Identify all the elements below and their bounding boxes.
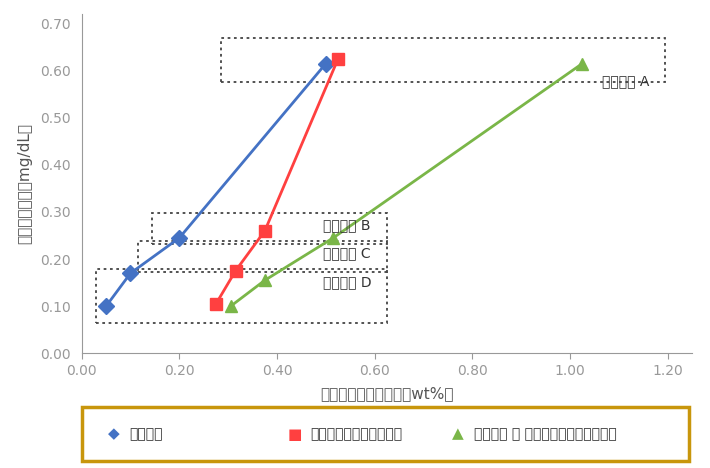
Text: レジスタントプロテイン: レジスタントプロテイン [310, 427, 403, 441]
Bar [97, 270, 387, 323]
Text: ▲: ▲ [452, 426, 464, 442]
Text: サンプル C: サンプル C [324, 247, 371, 260]
Bar [138, 241, 387, 272]
Text: 食物繊維 ＋ レジスタントプロテイン: 食物繊維 ＋ レジスタントプロテイン [474, 427, 616, 441]
Text: 食物繊維: 食物繊維 [129, 427, 163, 441]
Bar [153, 213, 387, 244]
Bar [221, 37, 665, 82]
Text: ◆: ◆ [108, 426, 119, 442]
Y-axis label: 胆汁酸吸着量（mg/dL）: 胆汁酸吸着量（mg/dL） [17, 123, 32, 244]
Text: サンプル D: サンプル D [324, 275, 372, 289]
Text: サンプル B: サンプル B [324, 218, 371, 232]
Text: ■: ■ [288, 426, 302, 442]
Text: サンプル A: サンプル A [602, 74, 649, 88]
X-axis label: 難消化性成分含有量（wt%）: 難消化性成分含有量（wt%） [320, 386, 454, 401]
